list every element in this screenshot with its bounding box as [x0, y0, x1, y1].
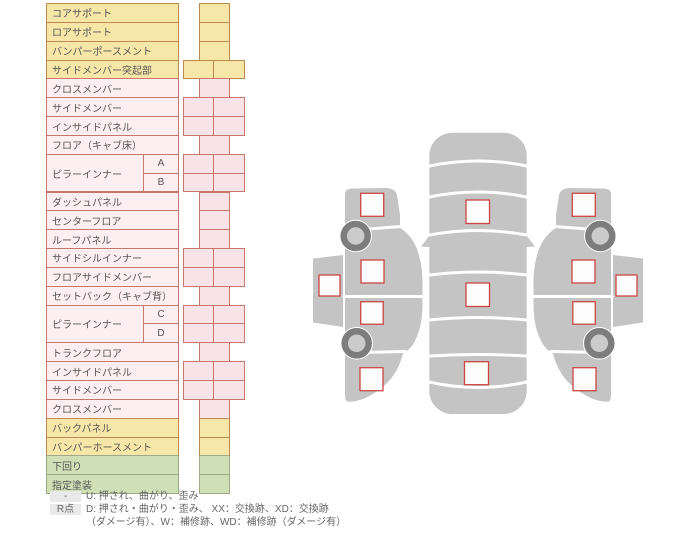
panel-divider — [427, 159, 529, 168]
damage-marker-box[interactable] — [465, 199, 491, 225]
part-status-cell[interactable] — [199, 191, 230, 212]
part-status-cell[interactable] — [199, 3, 230, 23]
legend-row: R点 D: 押され・曲がり・歪み、 XX：交換跡、XD：交換跡 — [50, 504, 346, 515]
right-mirror-icon — [526, 235, 535, 247]
part-status-cell[interactable] — [213, 380, 245, 400]
part-status-cell[interactable] — [199, 474, 230, 495]
part-status-cell[interactable] — [213, 59, 245, 80]
legend-symbol: R点 — [50, 504, 81, 515]
part-status-cell[interactable] — [199, 342, 230, 363]
left-side-view — [313, 188, 426, 402]
part-label: バンパーポースメント — [46, 40, 179, 61]
part-label: サイドメンバー — [46, 97, 179, 118]
part-status-cell[interactable] — [183, 116, 214, 136]
legend-text: （ダメージ有）、W：補修跡、WD：補修跡（ダメージ有） — [86, 517, 347, 528]
part-status-cell[interactable] — [183, 97, 214, 118]
legend-row: （ダメージ有）、W：補修跡、WD：補修跡（ダメージ有） — [50, 517, 346, 528]
part-status-cell[interactable] — [183, 361, 214, 381]
part-label: セットバック（キャブ背） — [46, 285, 179, 306]
part-sublabel: D — [143, 323, 179, 344]
panel-divider — [427, 380, 529, 389]
top-view — [421, 132, 535, 414]
part-status-cell[interactable] — [213, 172, 245, 193]
right-side-view[interactable] — [532, 188, 643, 402]
part-status-cell[interactable] — [183, 304, 214, 325]
part-status-cell[interactable] — [213, 266, 245, 287]
part-label: バンパーホースメント — [46, 436, 179, 457]
part-status-cell[interactable] — [199, 455, 230, 476]
part-status-cell[interactable] — [199, 229, 230, 250]
part-status-cell[interactable] — [183, 172, 214, 193]
part-label: フロア（キャブ床） — [46, 134, 179, 155]
rear-wheel-icon — [341, 328, 372, 359]
part-status-cell[interactable] — [199, 436, 230, 457]
part-label: 指定塗装 — [46, 474, 179, 495]
part-status-cell[interactable] — [199, 40, 230, 61]
part-status-cell[interactable] — [199, 285, 230, 306]
part-label: 下回り — [46, 455, 179, 476]
part-status-cell[interactable] — [213, 304, 245, 325]
part-status-cell[interactable] — [183, 323, 214, 344]
panel-divider — [427, 353, 529, 358]
damage-marker-box[interactable] — [360, 259, 385, 284]
legend-text: D: 押され・曲がり・歪み、 XX：交換跡、XD：交換跡 — [86, 504, 329, 515]
part-status-cell[interactable] — [213, 361, 245, 381]
left-mirror-icon — [421, 235, 430, 247]
parts-table: コアサポート ロアサポート バンパーポースメント サイドメンバー突起部 クロスメンバーサ… — [46, 3, 296, 503]
part-label: サイドメンバー突起部 — [46, 59, 179, 80]
part-label: インサイドパネル — [46, 361, 179, 381]
part-label: クロスメンバー — [46, 398, 179, 419]
part-label: クロスメンバー — [46, 78, 179, 99]
part-status-cell[interactable] — [199, 210, 230, 231]
damage-marker-box[interactable] — [465, 282, 491, 308]
part-status-cell[interactable] — [213, 323, 245, 344]
part-status-cell[interactable] — [199, 21, 230, 42]
legend-symbol: - — [50, 491, 81, 502]
panel-divider — [427, 316, 529, 322]
part-label: トランクフロア — [46, 342, 179, 363]
part-label: ロアサポート — [46, 21, 179, 42]
legend-symbol — [50, 517, 81, 528]
panel-divider — [427, 270, 529, 277]
part-label: インサイドパネル — [46, 116, 179, 136]
front-wheel-icon — [340, 220, 371, 252]
part-status-cell[interactable] — [213, 97, 245, 118]
part-label: サイドメンバー — [46, 380, 179, 400]
part-status-cell[interactable] — [213, 116, 245, 136]
part-sublabel: C — [143, 304, 179, 325]
legend-row: - U: 押され、曲がり、歪み — [50, 491, 346, 502]
part-label: コアサポート — [46, 3, 179, 23]
part-status-cell[interactable] — [213, 248, 245, 268]
part-status-cell[interactable] — [183, 59, 214, 80]
damage-marker-box[interactable] — [360, 301, 384, 325]
part-status-cell[interactable] — [199, 78, 230, 99]
part-sublabel: B — [143, 172, 179, 193]
part-sublabel: A — [143, 153, 179, 174]
part-label: ピラーインナー — [46, 304, 144, 344]
vehicle-diagram — [313, 132, 692, 414]
damage-marker-box[interactable] — [463, 361, 490, 386]
panel-divider — [427, 190, 529, 199]
part-status-cell[interactable] — [199, 417, 230, 438]
part-status-cell[interactable] — [213, 153, 245, 174]
part-label: サイドシルインナー — [46, 248, 179, 268]
damage-marker-box[interactable] — [318, 274, 341, 297]
legend: - U: 押され、曲がり、歪み R点 D: 押され・曲がり・歪み、 XX：交換跡… — [50, 491, 346, 530]
damage-marker-box[interactable] — [359, 367, 384, 392]
part-label: センターフロア — [46, 210, 179, 231]
part-label: フロアサイドメンバー — [46, 266, 179, 287]
part-status-cell[interactable] — [183, 266, 214, 287]
part-label: バックパネル — [46, 417, 179, 438]
part-status-cell[interactable] — [199, 398, 230, 419]
panel-divider — [427, 229, 529, 237]
part-status-cell[interactable] — [183, 380, 214, 400]
part-status-cell[interactable] — [183, 153, 214, 174]
part-label: ピラーインナー — [46, 153, 144, 193]
legend-text: U: 押され、曲がり、歪み — [86, 491, 199, 502]
part-label: ダッシュパネル — [46, 191, 179, 212]
damage-marker-box[interactable] — [360, 192, 385, 217]
part-label: ルーフパネル — [46, 229, 179, 250]
part-status-cell[interactable] — [183, 248, 214, 268]
part-status-cell[interactable] — [199, 134, 230, 155]
